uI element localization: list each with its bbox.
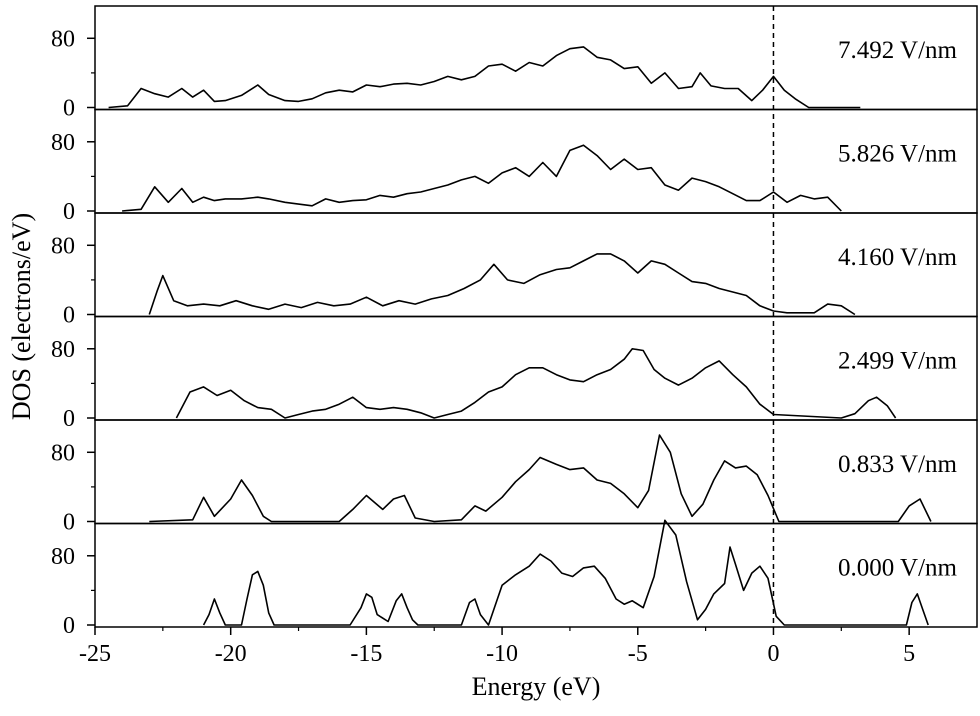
y-tick-label: 80 (51, 26, 75, 52)
x-tick-label: 5 (903, 641, 915, 667)
y-tick-label: 0 (63, 303, 75, 329)
panel-1: 0 80 5.826 V/nm (51, 108, 978, 225)
x-tick-label: -5 (628, 641, 648, 667)
field-strength-label: 5.826 V/nm (838, 141, 958, 168)
y-tick-label: 80 (51, 544, 75, 570)
field-strength-label: 0.000 V/nm (838, 555, 958, 582)
x-axis-title: Energy (eV) (472, 672, 601, 701)
y-tick-label: 0 (63, 199, 75, 225)
panel-5: 0 80 0.000 V/nm (51, 519, 978, 639)
y-tick-label: 80 (51, 130, 75, 156)
dos-curve (148, 253, 856, 316)
field-strength-label: 0.833 V/nm (838, 451, 958, 478)
dos-curve (122, 144, 842, 212)
panel-2: 0 80 4.160 V/nm (51, 212, 978, 329)
dos-curve (202, 519, 929, 626)
x-tick-label: -15 (350, 641, 382, 667)
y-tick-label: 80 (51, 440, 75, 466)
x-tick-label: 0 (767, 641, 779, 667)
y-tick-label: 0 (63, 613, 75, 639)
field-strength-label: 2.499 V/nm (838, 348, 958, 375)
panel-frame (94, 522, 978, 628)
panel-3: 0 80 2.499 V/nm (51, 315, 978, 432)
panel-4: 0 80 0.833 V/nm (51, 419, 978, 536)
dos-curve (108, 46, 861, 109)
y-tick-label: 0 (63, 96, 75, 122)
y-tick-label: 0 (63, 510, 75, 536)
y-tick-label: 80 (51, 233, 75, 259)
panel-0: 0 80 7.492 V/nm (51, 5, 978, 122)
x-tick-label: -20 (215, 641, 247, 667)
dos-curve (175, 348, 897, 419)
x-tick-label: -10 (486, 641, 518, 667)
y-axis-title: DOS (electrons/eV) (7, 213, 36, 420)
field-strength-label: 7.492 V/nm (838, 37, 958, 64)
x-tick-label: -25 (79, 641, 111, 667)
y-tick-label: 80 (51, 337, 75, 363)
dos-curve (149, 434, 932, 523)
field-strength-label: 4.160 V/nm (838, 244, 958, 271)
y-tick-label: 0 (63, 406, 75, 432)
